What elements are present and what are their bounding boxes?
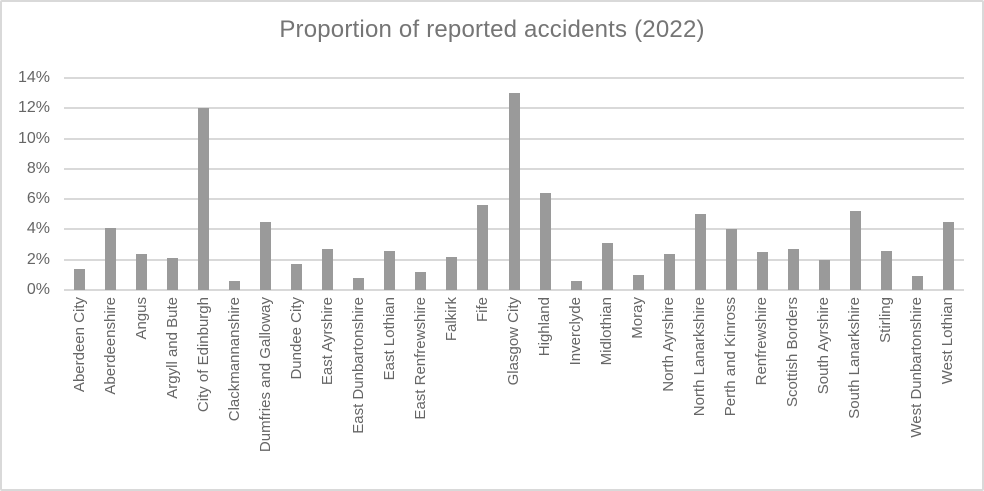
bar bbox=[322, 249, 334, 290]
bar bbox=[756, 252, 768, 290]
bar bbox=[198, 108, 210, 290]
bar bbox=[105, 227, 117, 290]
bar bbox=[260, 221, 272, 290]
bar bbox=[539, 193, 551, 290]
x-axis-category-label: East Ayrshire bbox=[318, 297, 336, 386]
bar bbox=[725, 229, 737, 290]
bar bbox=[384, 250, 396, 290]
x-axis-category-label: Aberdeen City bbox=[70, 297, 88, 393]
x-axis-category-label: Dundee City bbox=[287, 297, 305, 380]
bar bbox=[508, 93, 520, 290]
x-axis-category-label: Moray bbox=[629, 297, 647, 339]
x-axis-category-label: West Lothian bbox=[939, 297, 957, 385]
x-axis-category-label: Clackmannanshire bbox=[225, 297, 243, 422]
x-axis-category-label: Perth and Kinross bbox=[722, 297, 740, 417]
x-axis-category-label: Midlothian bbox=[598, 297, 616, 366]
bar bbox=[942, 221, 954, 290]
x-axis-category-label: Aberdeenshire bbox=[101, 297, 119, 395]
bar bbox=[136, 253, 148, 290]
x-axis-category-label: Dumfries and Galloway bbox=[256, 297, 274, 453]
x-axis-category-label: East Lothian bbox=[380, 297, 398, 381]
bar bbox=[911, 276, 923, 290]
bar bbox=[570, 280, 582, 290]
y-axis-tick-label: 0% bbox=[26, 281, 50, 298]
bar bbox=[291, 264, 303, 290]
bar bbox=[74, 268, 86, 290]
y-axis-tick-label: 4% bbox=[26, 220, 50, 238]
chart-title: Proportion of reported accidents (2022) bbox=[279, 16, 705, 43]
bar bbox=[415, 271, 427, 290]
x-axis-category-label: Angus bbox=[132, 297, 150, 340]
y-axis-tick-label: 12% bbox=[17, 99, 50, 117]
y-axis-tick-label: 10% bbox=[17, 129, 50, 147]
x-axis-category-label: Glasgow City bbox=[505, 297, 522, 386]
bar bbox=[632, 274, 644, 290]
bar bbox=[446, 256, 458, 290]
gridline bbox=[64, 289, 964, 291]
bar bbox=[477, 205, 489, 290]
x-axis-category-label: Renfrewshire bbox=[753, 297, 771, 386]
x-axis-category-label: Highland bbox=[536, 297, 554, 357]
gridline bbox=[64, 77, 964, 79]
x-axis-category-label: East Dunbartonshire bbox=[349, 297, 367, 434]
x-axis-category-label: Inverclyde bbox=[567, 297, 585, 366]
x-axis-category-label: Argyll and Bute bbox=[163, 297, 181, 399]
y-axis-tick-label: 6% bbox=[26, 190, 50, 208]
x-axis-category-label: South Lanarkshire bbox=[846, 297, 864, 419]
bar bbox=[694, 214, 706, 290]
x-axis-category-label: Fife bbox=[473, 297, 491, 323]
bar bbox=[880, 250, 892, 290]
bar bbox=[663, 253, 675, 290]
bar bbox=[601, 243, 613, 290]
bar bbox=[167, 258, 179, 290]
x-axis-category-label: West Dunbartonshire bbox=[908, 297, 926, 438]
x-axis-category-label: South Ayrshire bbox=[815, 297, 833, 395]
bar bbox=[849, 211, 861, 290]
y-axis-tick-label: 8% bbox=[26, 159, 50, 177]
y-axis-tick-label: 14% bbox=[17, 69, 50, 86]
x-axis-category-label: East Renfrewshire bbox=[411, 297, 429, 420]
bar bbox=[787, 249, 799, 290]
bar bbox=[229, 280, 241, 290]
x-axis-category-label: Scottish Borders bbox=[784, 297, 802, 408]
x-axis-category-label: North Lanarkshire bbox=[691, 297, 709, 417]
y-axis-tick-label: 2% bbox=[26, 250, 50, 268]
bar bbox=[818, 259, 830, 290]
x-axis-category-label: Falkirk bbox=[442, 297, 460, 342]
x-axis-category-label: City of Edinburgh bbox=[194, 297, 212, 413]
bar bbox=[353, 277, 365, 290]
x-axis-category-label: Stirling bbox=[877, 297, 895, 343]
x-axis-category-label: North Ayrshire bbox=[660, 297, 678, 392]
